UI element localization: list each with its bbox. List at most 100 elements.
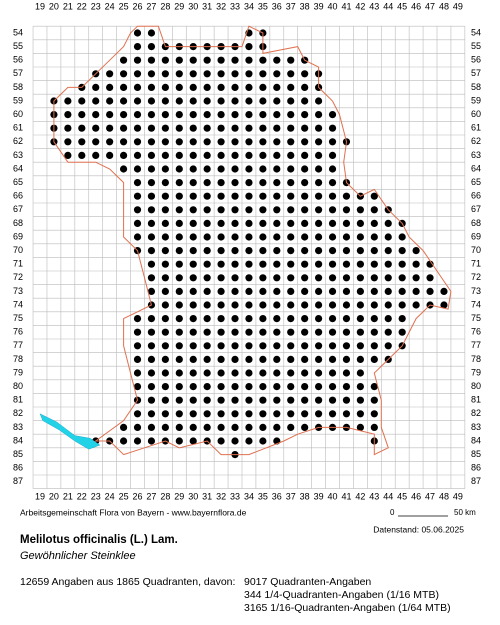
dot bbox=[189, 423, 197, 431]
column-label: 33 bbox=[230, 491, 240, 501]
dot bbox=[273, 179, 281, 187]
dot bbox=[175, 97, 183, 105]
dot bbox=[356, 396, 364, 404]
dot bbox=[189, 192, 197, 200]
dot bbox=[147, 70, 156, 78]
dot bbox=[203, 151, 211, 159]
dot bbox=[301, 369, 309, 377]
dot bbox=[161, 423, 169, 431]
dot bbox=[92, 124, 100, 132]
dot bbox=[370, 396, 378, 404]
dot bbox=[287, 355, 295, 363]
dot bbox=[175, 287, 183, 295]
dot bbox=[175, 437, 183, 445]
dot bbox=[287, 383, 295, 391]
dot bbox=[245, 369, 253, 377]
dot bbox=[175, 274, 183, 282]
dot bbox=[398, 315, 406, 323]
column-label: 46 bbox=[411, 491, 421, 501]
dot bbox=[259, 260, 267, 268]
dot bbox=[106, 83, 114, 91]
row-label: 83 bbox=[13, 422, 23, 432]
dot bbox=[384, 260, 392, 268]
row-label: 72 bbox=[13, 272, 23, 282]
dot bbox=[161, 355, 169, 363]
dot bbox=[245, 423, 253, 431]
dot bbox=[328, 219, 337, 227]
dot bbox=[231, 247, 239, 255]
column-label: 27 bbox=[146, 1, 156, 11]
row-label: 67 bbox=[471, 204, 481, 214]
dot bbox=[147, 43, 156, 51]
dot bbox=[315, 233, 323, 241]
dot bbox=[440, 301, 448, 309]
row-label: 59 bbox=[13, 95, 23, 105]
dot bbox=[259, 192, 267, 200]
dot bbox=[231, 138, 239, 146]
dot bbox=[328, 355, 337, 363]
dot bbox=[315, 274, 323, 282]
dot bbox=[328, 410, 337, 418]
column-label: 47 bbox=[425, 491, 435, 501]
dot bbox=[301, 124, 309, 132]
dot bbox=[217, 260, 225, 268]
dot bbox=[161, 97, 169, 105]
dot bbox=[161, 111, 169, 119]
dot bbox=[231, 83, 239, 91]
dot bbox=[273, 70, 281, 78]
dot bbox=[301, 260, 309, 268]
dot bbox=[315, 301, 323, 309]
dot bbox=[203, 301, 211, 309]
dot bbox=[189, 206, 197, 214]
row-label: 67 bbox=[13, 204, 23, 214]
dot bbox=[301, 301, 309, 309]
stats-line: 344 1/4-Quadranten-Angaben (1/16 MTB) bbox=[244, 589, 439, 601]
dot bbox=[175, 396, 183, 404]
row-label: 63 bbox=[13, 150, 23, 160]
column-label: 43 bbox=[369, 1, 379, 11]
dot bbox=[119, 165, 128, 173]
dot bbox=[189, 355, 197, 363]
dot bbox=[147, 111, 156, 119]
column-label: 29 bbox=[174, 491, 184, 501]
dot bbox=[301, 410, 309, 418]
dot bbox=[217, 97, 225, 105]
dot bbox=[328, 328, 337, 336]
dot bbox=[175, 124, 183, 132]
dot bbox=[370, 247, 378, 255]
dot bbox=[147, 260, 156, 268]
dot bbox=[189, 247, 197, 255]
stats-line: 9017 Quadranten-Angaben bbox=[244, 576, 371, 588]
dot bbox=[78, 151, 86, 159]
dot bbox=[189, 233, 197, 241]
row-label: 57 bbox=[13, 68, 23, 78]
dot bbox=[231, 124, 239, 132]
column-label: 38 bbox=[300, 491, 310, 501]
dot bbox=[217, 396, 225, 404]
dot bbox=[217, 274, 225, 282]
dot bbox=[217, 355, 225, 363]
dot bbox=[287, 70, 295, 78]
dot bbox=[231, 219, 239, 227]
column-label: 35 bbox=[258, 491, 268, 501]
dot bbox=[287, 369, 295, 377]
dot bbox=[161, 383, 169, 391]
dot bbox=[315, 287, 323, 295]
dot bbox=[189, 437, 197, 445]
dot bbox=[342, 355, 351, 363]
dot bbox=[259, 179, 267, 187]
row-label: 69 bbox=[471, 231, 481, 241]
column-label: 21 bbox=[63, 491, 73, 501]
dot bbox=[287, 287, 295, 295]
dot bbox=[273, 396, 281, 404]
dot bbox=[301, 179, 309, 187]
dot bbox=[301, 111, 309, 119]
dot bbox=[175, 410, 183, 418]
dot bbox=[287, 179, 295, 187]
dot bbox=[189, 274, 197, 282]
dot bbox=[315, 192, 323, 200]
dot bbox=[161, 396, 169, 404]
dot bbox=[273, 355, 281, 363]
dot bbox=[231, 206, 239, 214]
dot bbox=[315, 111, 323, 119]
